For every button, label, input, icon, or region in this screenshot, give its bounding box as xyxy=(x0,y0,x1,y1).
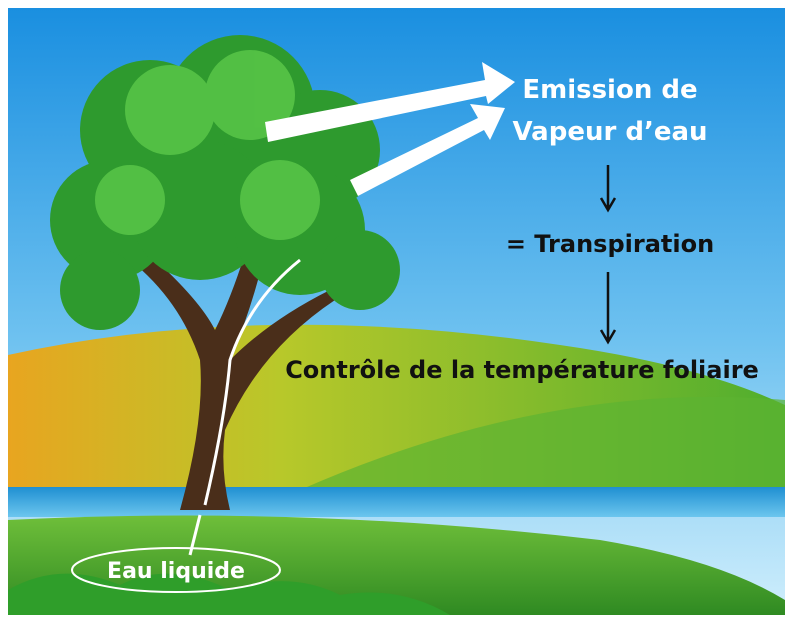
river xyxy=(8,487,785,517)
label: = Transpiration xyxy=(506,230,714,258)
label: Contrôle de la température foliaire xyxy=(285,356,759,384)
label: Vapeur d’eau xyxy=(512,117,707,147)
label: Emission de xyxy=(522,75,697,105)
scene: Emission de Vapeur d’eau = Transpiration… xyxy=(0,0,792,623)
label: Eau liquide xyxy=(107,559,245,584)
